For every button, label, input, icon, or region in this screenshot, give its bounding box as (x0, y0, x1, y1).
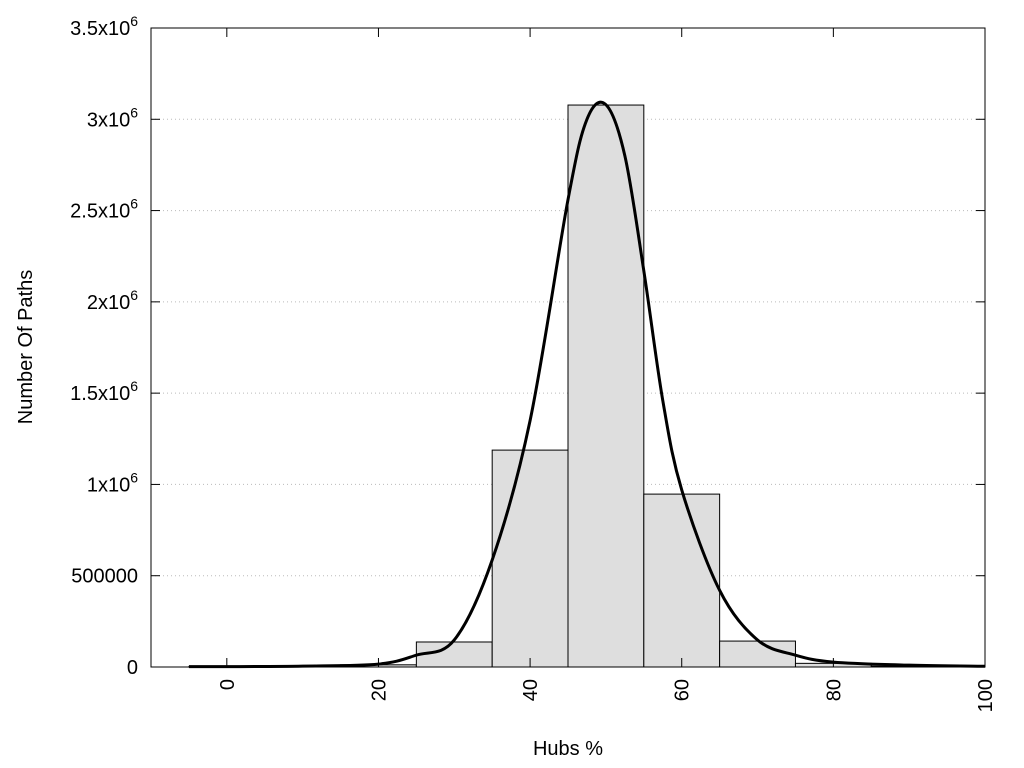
x-axis-label: Hubs % (533, 738, 603, 760)
histogram-bar (567, 104, 645, 668)
y-axis-ticks: 0 500000 1x106 1.5x106 2x106 2.5x106 3x106 3.5x… (70, 13, 985, 679)
x-tick-label: 20 (368, 679, 390, 701)
y-tick-label: 1x106 (87, 469, 138, 496)
histogram-bar (491, 449, 569, 668)
x-tick-label: 40 (520, 679, 542, 701)
x-tick-label: 60 (672, 679, 694, 701)
bars (188, 104, 986, 668)
fit-curve-line (188, 100, 986, 669)
y-tick-label: 0 (127, 657, 138, 679)
y-axis-label: Number Of Paths (15, 270, 37, 425)
x-tick-label: 0 (217, 679, 239, 690)
y-tick-label: 3x106 (87, 104, 138, 131)
y-tick-label: 2.5x106 (70, 196, 138, 223)
x-tick-label: 100 (975, 679, 997, 712)
y-tick-label: 500000 (71, 566, 138, 588)
x-tick-label: 80 (823, 679, 845, 701)
x-axis-ticks: 0 20 40 60 80 100 (217, 28, 997, 712)
plot-frame (150, 27, 986, 668)
histogram-bar (643, 493, 721, 668)
y-tick-label: 3.5x106 (70, 13, 138, 40)
y-tick-label: 2x106 (87, 287, 138, 314)
y-tick-label: 1.5x106 (70, 378, 138, 405)
histogram-bar (719, 640, 796, 668)
